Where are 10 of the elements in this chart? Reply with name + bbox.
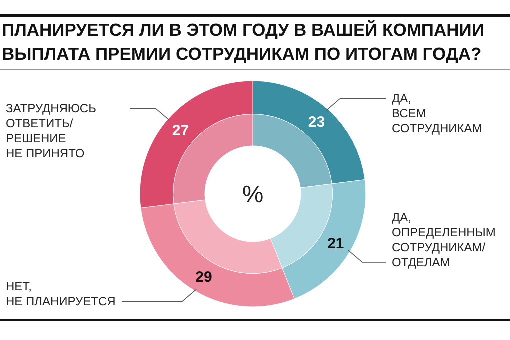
data-label: 21 bbox=[328, 235, 344, 252]
text: % bbox=[242, 181, 264, 208]
slice-label: ЗАТРУДНЯЮСЬ ОТВЕТИТЬ/ РЕШЕНИЕ НЕ ПРИНЯТО bbox=[6, 102, 97, 161]
data-label: 29 bbox=[196, 269, 212, 286]
slice-label: ДА, ВСЕМ СОТРУДНИКАМ bbox=[392, 92, 482, 136]
chart-title: ПЛАНИРУЕТСЯ ЛИ В ЭТОМ ГОДУ В ВАШЕЙ КОМПАНИИ ВЫПЛАТА ПРЕМИИ СОТРУДНИКАМ ПО ИТОГАМ ГОДА? bbox=[2, 20, 484, 64]
slice-label: ДА, ОПРЕДЕЛЕННЫМ СОТРУДНИКАМ/ ОТДЕЛАМ bbox=[392, 210, 496, 270]
data-label: 27 bbox=[172, 122, 190, 140]
data-label: 23 bbox=[308, 114, 326, 131]
slice-label: НЕТ, НЕ ПЛАНИРУЕТСЯ bbox=[6, 280, 116, 309]
